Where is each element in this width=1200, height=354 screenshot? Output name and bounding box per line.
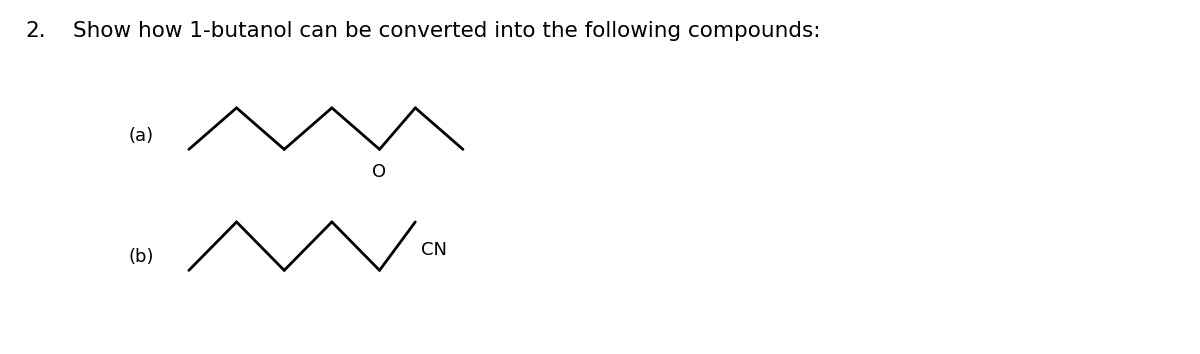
Text: (a): (a) (128, 126, 154, 144)
Text: 2.: 2. (25, 22, 47, 41)
Text: Show how 1-butanol can be converted into the following compounds:: Show how 1-butanol can be converted into… (73, 22, 821, 41)
Text: (b): (b) (128, 247, 154, 266)
Text: O: O (372, 163, 386, 181)
Text: CN: CN (421, 241, 448, 259)
